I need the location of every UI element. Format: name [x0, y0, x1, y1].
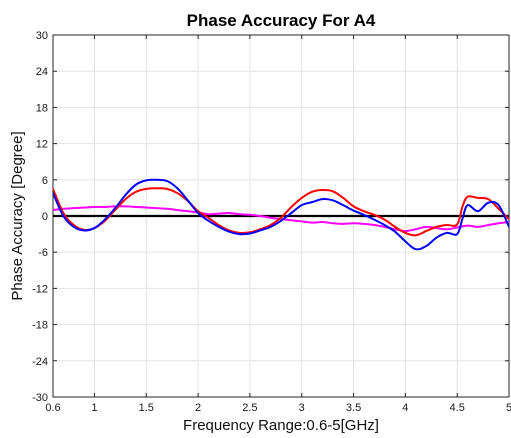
- y-tick-label: 24: [36, 66, 48, 78]
- y-tick-label: -18: [32, 320, 48, 332]
- y-tick-label: 18: [36, 102, 48, 114]
- y-axis-title: Phase Accuracy [Degree]: [9, 131, 26, 300]
- series-line-1: [53, 178, 509, 251]
- y-tick-label: -6: [38, 247, 48, 259]
- y-tick-label: -24: [32, 356, 48, 368]
- x-tick-label: 3: [299, 402, 305, 414]
- y-tick-label: 6: [42, 175, 48, 187]
- x-tick-label: 1: [91, 402, 97, 414]
- series-line-0: [53, 187, 509, 237]
- y-tick-label: -12: [32, 283, 48, 295]
- y-tick-label: 12: [36, 139, 48, 151]
- x-tick-label: 4: [402, 402, 408, 414]
- x-tick-label: 2: [195, 402, 201, 414]
- x-tick-label: 2.5: [242, 402, 257, 414]
- x-tick-label: 5: [506, 402, 511, 414]
- x-tick-label: 3.5: [346, 402, 361, 414]
- x-axis-title: Frequency Range:0.6-5[GHz]: [183, 417, 379, 434]
- y-tick-label: -30: [32, 392, 48, 404]
- x-tick-label: 0.6: [45, 402, 60, 414]
- x-tick-label: 4.5: [450, 402, 465, 414]
- y-tick-label: 30: [36, 30, 48, 42]
- labels-layer: Phase Accuracy For A4 Frequency Range:0.…: [9, 11, 379, 434]
- chart-title: Phase Accuracy For A4: [187, 11, 376, 30]
- y-tick-label: 0: [42, 211, 48, 223]
- series-layer: [53, 178, 509, 251]
- x-tick-label: 1.5: [139, 402, 154, 414]
